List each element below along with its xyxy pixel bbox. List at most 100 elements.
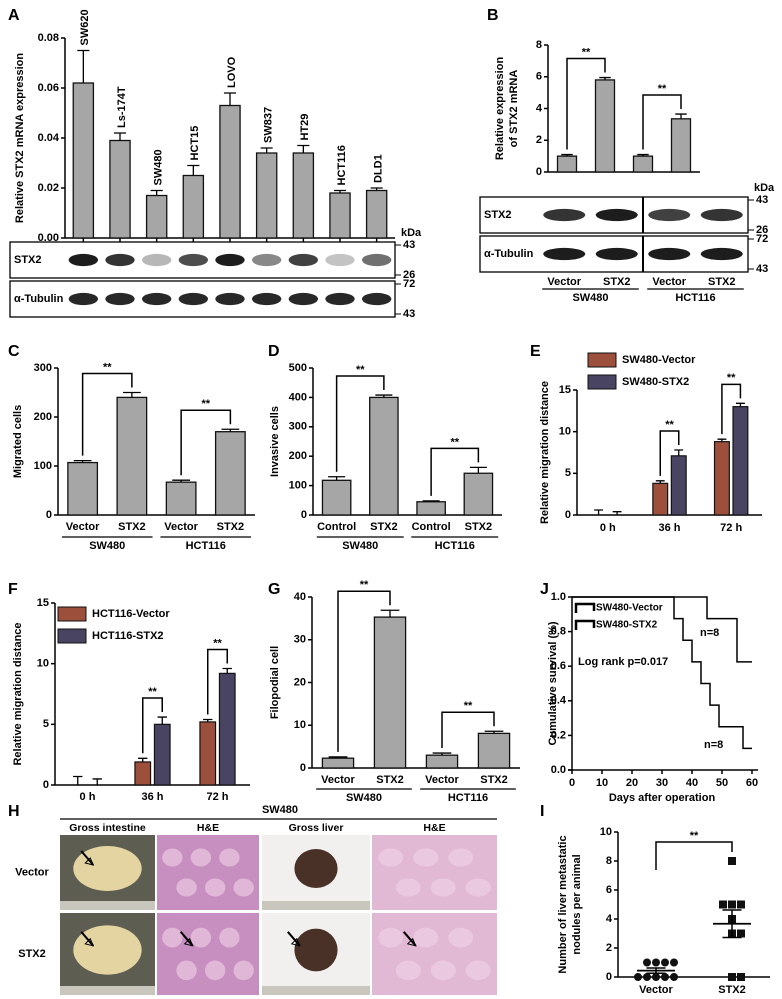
point [661,973,669,981]
y-tick-label: 500 [289,362,307,374]
y-tick-label: 100 [34,460,52,472]
y-tick-label: 0 [565,509,571,521]
significance-bracket [721,383,742,435]
blot-band [648,247,691,261]
significance-bracket [335,375,385,472]
tissue [219,927,240,948]
y-tick-label: 20 [294,676,306,688]
blot-band [142,292,172,306]
column-label: Gross intestine [69,822,146,834]
error-bar [484,730,504,734]
specimen [294,928,338,972]
category-label: 72 h [206,791,228,803]
category-label: STX2 [118,521,146,533]
tissue [176,960,197,981]
category-label: STX2 [217,521,245,533]
bar [670,118,692,173]
significance-label: ** [727,372,736,384]
y-tick-label: 0 [43,779,49,791]
significance-bracket [142,697,163,754]
category-label: STX2 [465,521,493,533]
error-bar [73,459,92,463]
significance-label: ** [103,361,112,373]
error-bar [123,391,141,398]
annotation: Log rank p=0.017 [578,656,668,668]
y-tick-label: 300 [289,421,307,433]
point [661,958,669,967]
point [643,958,651,967]
panel-letter: G [268,581,280,598]
blot-unit: kDa [401,227,422,239]
category-label: Ls-174T [116,86,128,128]
tissue [430,960,456,981]
group-label: SW480 [342,540,378,552]
image [372,835,497,910]
category-label: HT29 [299,114,311,141]
tissue [233,960,254,981]
y-axis-label: nodules per animal [571,854,583,954]
x-tick-label: 40 [686,777,698,789]
y-tick-label: 0.00 [38,232,59,244]
significance-bracket [566,57,606,150]
y-axis-label: Number of liver metastatic [557,835,569,973]
error-bar [594,509,604,515]
significance-bracket [659,430,680,476]
y-tick-label: 0.4 [551,695,567,707]
legend-line [574,619,596,630]
y-tick-label: 4 [536,102,543,114]
error-bar [561,153,573,157]
error-bar [375,394,393,398]
error-bar [328,476,346,481]
point [652,973,660,981]
bar [72,82,95,239]
error-bar [138,757,148,762]
bar [134,761,152,786]
y-axis-label: Relative STX2 mRNA expression [14,53,26,223]
arrow [80,931,95,947]
error-bar [717,438,727,442]
y-tick-label: 2 [606,942,612,954]
bar [477,732,511,769]
blot-band [543,247,586,261]
y-tick-label: 0 [46,509,52,521]
y-tick-label: 5 [43,718,49,730]
bar [145,194,168,239]
blot-band [215,292,245,306]
ruler [60,986,155,995]
blot-band [251,292,282,306]
annotation: n=8 [704,739,723,751]
blot-band [700,247,743,261]
tissue [233,878,254,897]
arrow-head [406,937,417,947]
significance-label: ** [658,83,667,95]
category-label: HCT116 [336,145,348,185]
legend-label: SW480-Vector [622,354,696,366]
panel-letter: C [8,343,20,360]
bar [713,441,730,516]
y-tick-label: 0.0 [551,764,566,776]
y-tick-label: 100 [289,480,307,492]
ruler [262,986,370,995]
error-bar [469,466,487,474]
significance-label: ** [356,364,365,376]
x-tick-label: 60 [746,777,758,789]
blot-band [215,253,245,267]
x-tick-label: 0 [569,777,575,789]
x-tick-label: 20 [626,777,638,789]
category-label: 36 h [658,522,680,534]
error-bar [187,164,200,176]
point [670,958,678,967]
y-tick-label: 200 [34,411,52,423]
significance-label: ** [360,579,369,591]
bar [321,479,352,516]
panel-letter: B [487,7,499,24]
y-tick-label: 0.2 [551,729,566,741]
bar [373,616,407,769]
significance-bracket [655,841,733,870]
y-axis-label: Invasive cells [269,406,281,477]
bar [329,192,351,239]
category-label: Vector [321,774,355,786]
significance-label: ** [450,436,459,448]
bar [416,501,446,516]
